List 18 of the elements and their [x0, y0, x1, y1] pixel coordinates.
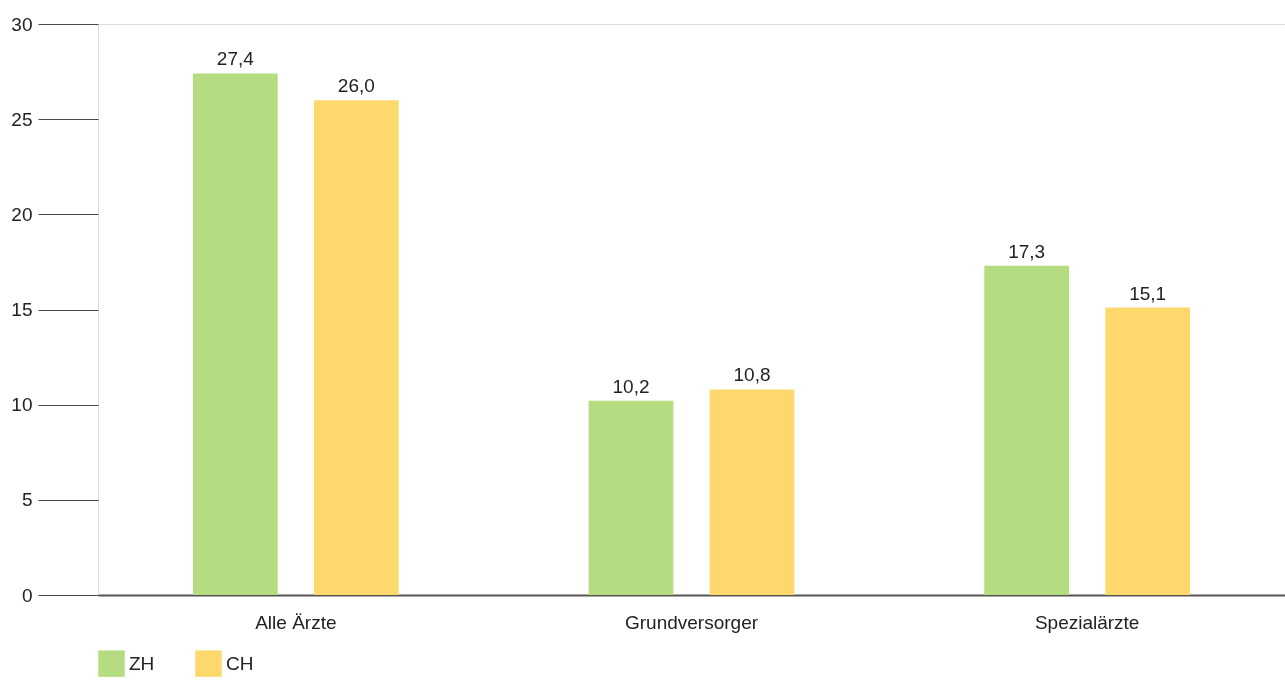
legend-label: CH — [226, 652, 254, 674]
data-label: 15,1 — [1129, 282, 1167, 304]
y-tick-label: 0 — [21, 584, 33, 606]
data-label: 17,3 — [1008, 240, 1046, 262]
y-tick-label: 10 — [11, 394, 33, 416]
y-tick-label: 20 — [11, 203, 33, 225]
legend-label: ZH — [129, 652, 155, 674]
x-tick-label: Alle Ärzte — [255, 611, 337, 633]
y-tick-label: 30 — [11, 13, 33, 35]
y-tick-label: 5 — [21, 489, 33, 511]
data-label: 10,8 — [733, 364, 771, 386]
y-tick-label: 15 — [11, 299, 33, 320]
x-tick-label: Grundversorger — [624, 611, 759, 633]
x-tick-label: Spezialärzte — [1034, 611, 1140, 633]
data-label: 26,0 — [337, 75, 375, 97]
data-label: 10,2 — [612, 375, 650, 397]
data-label: 27,4 — [216, 48, 255, 70]
y-tick-label: 25 — [11, 108, 33, 130]
